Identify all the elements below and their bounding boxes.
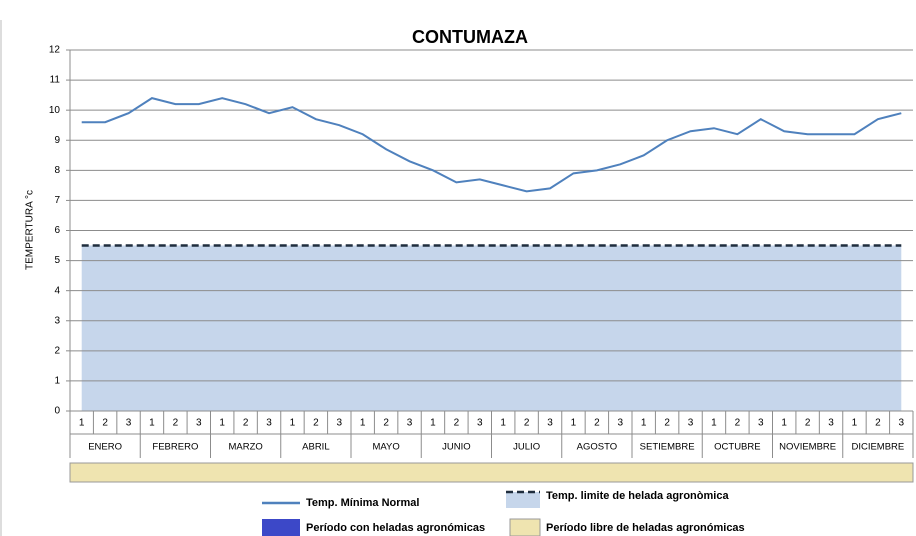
month-label: MARZO xyxy=(228,442,262,453)
month-label: SETIEMBRE xyxy=(640,442,695,453)
y-tick-label: 6 xyxy=(54,225,60,236)
x-tick-label: 3 xyxy=(618,418,624,429)
x-tick-label: 2 xyxy=(454,418,460,429)
month-label: ABRIL xyxy=(302,442,329,453)
x-tick-label: 1 xyxy=(360,418,366,429)
x-tick-label: 1 xyxy=(711,418,717,429)
x-tick-label: 3 xyxy=(758,418,764,429)
x-tick-label: 2 xyxy=(383,418,389,429)
y-tick-label: 11 xyxy=(50,75,61,86)
x-tick-label: 3 xyxy=(337,418,343,429)
x-tick-label: 2 xyxy=(805,418,811,429)
x-tick-label: 1 xyxy=(79,418,85,429)
x-tick-label: 3 xyxy=(126,418,132,429)
legend-label: Período libre de heladas agronómicas xyxy=(546,522,745,534)
x-tick-label: 1 xyxy=(149,418,155,429)
month-label: NOVIEMBRE xyxy=(779,442,836,453)
y-tick-label: 7 xyxy=(54,195,60,206)
x-tick-label: 3 xyxy=(899,418,905,429)
x-tick-label: 1 xyxy=(290,418,296,429)
y-tick-label: 0 xyxy=(54,406,60,417)
x-tick-label: 2 xyxy=(594,418,600,429)
y-tick-label: 5 xyxy=(54,255,60,266)
y-tick-label: 8 xyxy=(54,165,60,176)
month-label: OCTUBRE xyxy=(714,442,760,453)
x-tick-label: 2 xyxy=(102,418,108,429)
chart-title: CONTUMAZA xyxy=(412,27,528,47)
x-tick-label: 3 xyxy=(407,418,413,429)
y-tick-label: 9 xyxy=(54,135,60,146)
x-tick-label: 1 xyxy=(641,418,647,429)
x-tick-label: 1 xyxy=(852,418,858,429)
month-label: ENERO xyxy=(88,442,122,453)
month-label: JULIO xyxy=(513,442,540,453)
month-label: JUNIO xyxy=(442,442,471,453)
x-tick-label: 1 xyxy=(219,418,225,429)
x-tick-label: 1 xyxy=(781,418,787,429)
x-tick-label: 3 xyxy=(477,418,483,429)
y-tick-label: 4 xyxy=(54,285,60,296)
x-tick-label: 1 xyxy=(500,418,506,429)
y-tick-label: 2 xyxy=(54,345,60,356)
x-tick-label: 2 xyxy=(243,418,249,429)
month-label: DICIEMBRE xyxy=(851,442,904,453)
y-axis-label: TEMPERTURA °c xyxy=(25,190,36,270)
legend-label: Temp. Mínima Normal xyxy=(306,497,419,509)
x-tick-label: 3 xyxy=(688,418,694,429)
x-tick-label: 3 xyxy=(266,418,272,429)
month-label: AGOSTO xyxy=(577,442,617,453)
month-label: MAYO xyxy=(372,442,399,453)
month-label: FEBRERO xyxy=(152,442,198,453)
y-tick-label: 12 xyxy=(49,45,61,56)
legend-swatch xyxy=(509,518,541,536)
x-tick-label: 2 xyxy=(664,418,670,429)
x-tick-label: 3 xyxy=(828,418,834,429)
series-line xyxy=(81,97,902,193)
x-tick-label: 1 xyxy=(571,418,577,429)
x-tick-label: 2 xyxy=(524,418,530,429)
x-tick-label: 3 xyxy=(196,418,202,429)
frost-free-band xyxy=(69,462,914,483)
legend-swatch xyxy=(506,492,540,508)
legend-label: Temp. limite de helada agronòmica xyxy=(546,490,729,502)
x-tick-label: 2 xyxy=(173,418,179,429)
frost-area xyxy=(81,245,902,411)
x-tick-label: 3 xyxy=(547,418,553,429)
x-tick-label: 2 xyxy=(313,418,319,429)
y-tick-label: 3 xyxy=(54,315,60,326)
x-tick-label: 2 xyxy=(875,418,881,429)
y-tick-label: 1 xyxy=(54,376,60,387)
y-tick-label: 10 xyxy=(49,105,61,116)
x-tick-label: 1 xyxy=(430,418,436,429)
x-tick-label: 2 xyxy=(735,418,741,429)
legend-label: Período con heladas agronómicas xyxy=(306,522,485,534)
legend-swatch xyxy=(262,519,300,536)
